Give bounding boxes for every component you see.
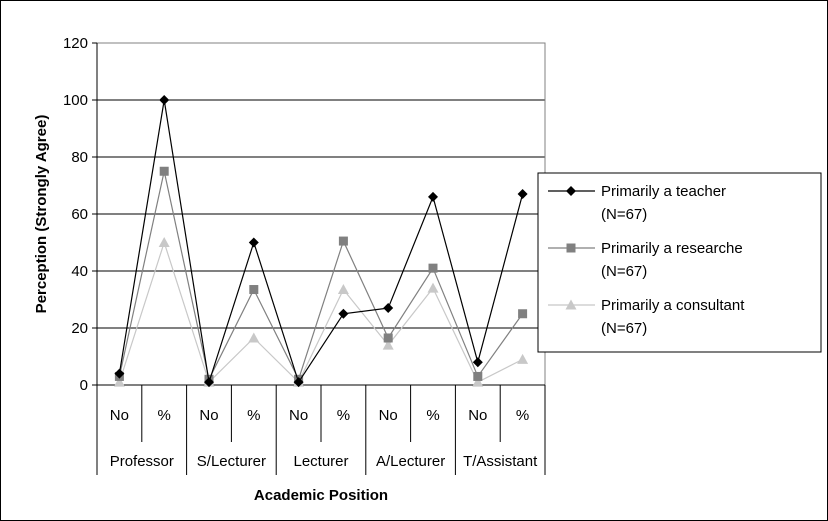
data-point-triangle <box>472 376 484 387</box>
data-point-diamond <box>248 237 259 248</box>
legend-label: Primarily a researche <box>601 240 743 257</box>
y-tick-label: 120 <box>63 35 88 52</box>
data-point-square <box>383 333 393 343</box>
legend: Primarily a teacher (N=67) Primarily a res… <box>537 172 822 353</box>
data-point-triangle <box>337 284 349 295</box>
data-point-square <box>249 285 259 295</box>
series-line <box>118 240 523 384</box>
data-point-diamond <box>293 377 304 388</box>
x-tick-label: % <box>516 407 529 424</box>
series-line <box>118 171 524 382</box>
x-group-label: Lecturer <box>293 453 348 470</box>
data-point-diamond <box>383 303 394 314</box>
x-tick-label: No <box>289 407 308 424</box>
legend-label: Primarily a consultant <box>601 297 745 314</box>
data-point-diamond <box>114 368 125 379</box>
y-tick-label: 100 <box>63 92 88 109</box>
data-point-diamond <box>517 189 528 200</box>
y-tick-label: 60 <box>71 206 88 223</box>
data-point-triangle <box>113 376 125 387</box>
data-point-triangle <box>158 237 170 247</box>
data-point-square <box>428 263 438 273</box>
x-tick-label: % <box>247 407 260 424</box>
series-line <box>118 99 524 384</box>
y-tick-label: 80 <box>71 149 88 166</box>
x-axis-categories: No% No% No% No% No % Professor S/Lecturer Lectur… <box>96 384 546 475</box>
data-point-diamond <box>204 377 214 388</box>
y-tick-label: 20 <box>71 320 88 337</box>
data-point-diamond <box>338 308 349 319</box>
legend-label: Primarily a teacher <box>601 183 726 200</box>
x-tick-label: No <box>379 407 398 424</box>
x-group-label: T/Assistant <box>463 453 538 470</box>
x-group-label: Professor <box>110 453 174 470</box>
data-point-square <box>473 371 483 381</box>
y-axis-title: Perception (Strongly Agree) <box>33 115 50 314</box>
legend-sublabel: (N=67) <box>601 320 647 337</box>
data-point-triangle <box>248 332 260 343</box>
x-tick-label: % <box>426 407 439 424</box>
data-point-diamond <box>472 357 483 368</box>
data-point-diamond <box>566 186 576 196</box>
x-group-label: S/Lecturer <box>197 453 266 470</box>
x-tick-label: No <box>468 407 487 424</box>
y-axis-ticks: 0 20 40 60 80 100 120 <box>63 35 98 394</box>
legend-sublabel: (N=67) <box>601 263 647 280</box>
gridlines <box>97 42 545 386</box>
data-point-square <box>338 236 348 246</box>
x-tick-label: No <box>199 407 218 424</box>
x-tick-label: % <box>158 407 171 424</box>
x-group-label: A/Lecturer <box>376 453 445 470</box>
legend-box <box>537 172 822 353</box>
x-axis-title: Academic Position <box>254 487 388 504</box>
data-point-square <box>518 309 528 319</box>
data-point-triangle <box>517 353 529 364</box>
data-point-square <box>159 166 169 176</box>
y-tick-label: 40 <box>71 263 88 280</box>
x-tick-label: No <box>110 407 129 424</box>
data-point-triangle <box>382 339 394 350</box>
data-point-square <box>566 243 576 253</box>
legend-sublabel: (N=67) <box>601 206 647 223</box>
x-tick-label: % <box>337 407 350 424</box>
series-lines <box>113 95 529 388</box>
data-point-diamond <box>428 191 438 202</box>
data-point-triangle <box>565 299 577 310</box>
y-tick-label: 0 <box>80 377 88 394</box>
data-point-diamond <box>159 95 170 105</box>
data-point-triangle <box>427 282 439 293</box>
